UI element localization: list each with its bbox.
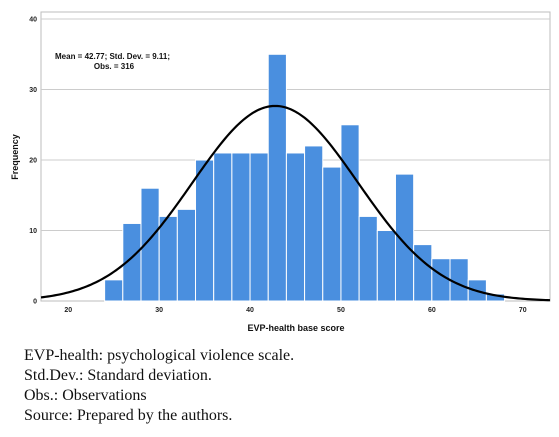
bar-4: [176, 208, 197, 302]
bar-6: [213, 152, 233, 302]
x-tick-60: 60: [428, 307, 436, 314]
normal-curve: [40, 104, 551, 302]
y-tick-10: 10: [29, 228, 37, 235]
bar-18: [431, 258, 451, 302]
histogram-chart: 0 10 20 30 40 20 30 40 50 60 70 Frequency EVP-hea…: [10, 11, 551, 333]
note-observations: Obs.: Observations: [24, 387, 147, 404]
x-tick-30: 30: [155, 307, 163, 314]
bar-7: [231, 152, 251, 302]
bar-14: [358, 215, 378, 302]
bar-5: [195, 159, 215, 302]
x-tick-labels: 20 30 40 50 60 70: [64, 307, 526, 314]
y-tick-0: 0: [33, 299, 37, 306]
bar-15: [376, 230, 396, 302]
bar-0: [104, 279, 124, 302]
histogram-bars: [104, 53, 506, 302]
x-tick-40: 40: [246, 307, 254, 314]
y-tick-40: 40: [29, 17, 37, 24]
note-source: Source: Prepared by the authors.: [24, 407, 233, 424]
x-axis-title: EVP-health base score: [247, 323, 344, 333]
bar-16: [394, 173, 415, 302]
x-tick-50: 50: [337, 307, 345, 314]
y-tick-30: 30: [29, 87, 37, 94]
y-tick-labels: 0 10 20 30 40: [29, 17, 37, 306]
note-std-dev: Std.Dev.: Standard deviation.: [24, 367, 212, 384]
note-scale: EVP-health: psychological violence scale…: [24, 347, 295, 364]
y-tick-20: 20: [29, 158, 37, 165]
y-axis-title: Frequency: [10, 134, 20, 180]
bar-13: [340, 124, 360, 302]
stats-annotation-line-1: Mean = 42.77; Std. Dev. = 9.11;: [55, 52, 170, 61]
bar-11: [304, 145, 324, 302]
bar-19: [449, 258, 469, 302]
bar-10: [285, 152, 306, 302]
x-tick-20: 20: [64, 307, 72, 314]
bar-3: [158, 215, 178, 302]
figure-notes: EVP-health: psychological violence scale…: [24, 346, 294, 426]
bar-12: [322, 166, 342, 302]
bar-9: [267, 53, 287, 302]
stats-annotation-line-2: Obs. = 316: [94, 62, 135, 71]
x-tick-70: 70: [519, 307, 527, 314]
bar-17: [413, 244, 433, 302]
bar-8: [249, 152, 269, 302]
